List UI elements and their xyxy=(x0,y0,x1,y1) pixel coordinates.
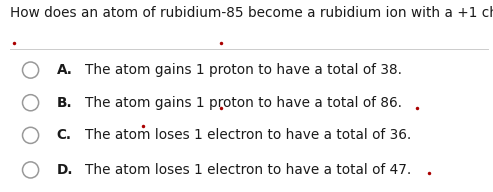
Text: The atom gains 1 proton to have a total of 38.: The atom gains 1 proton to have a total … xyxy=(85,63,402,77)
Text: The atom gains 1 proton to have a total of 86.: The atom gains 1 proton to have a total … xyxy=(85,96,402,110)
Text: The atom loses 1 electron to have a total of 47.: The atom loses 1 electron to have a tota… xyxy=(85,163,412,177)
Text: C.: C. xyxy=(57,128,71,142)
Text: The atom loses 1 electron to have a total of 36.: The atom loses 1 electron to have a tota… xyxy=(85,128,412,142)
Text: B.: B. xyxy=(57,96,72,110)
Text: D.: D. xyxy=(57,163,73,177)
Text: A.: A. xyxy=(57,63,72,77)
Text: How does an atom of rubidium-85 become a rubidium ion with a +1 charge?: How does an atom of rubidium-85 become a… xyxy=(10,6,493,20)
